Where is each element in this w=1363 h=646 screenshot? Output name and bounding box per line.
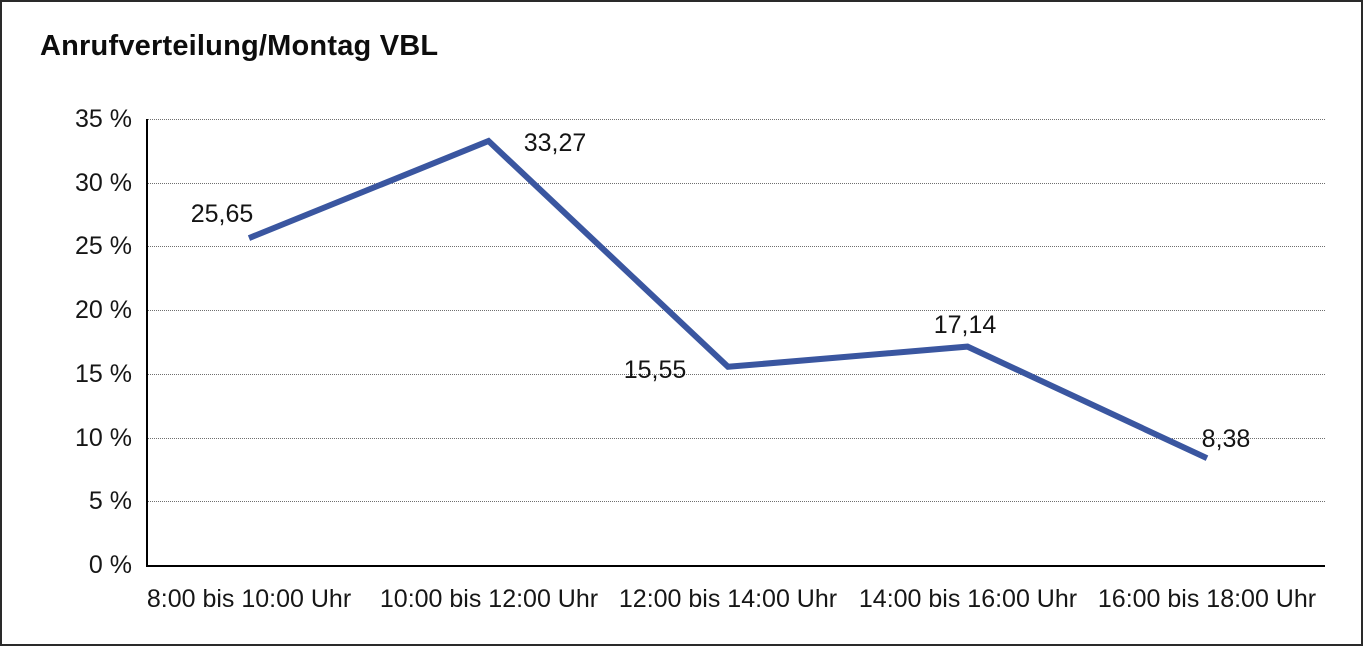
y-tick-label: 5 % [88, 487, 132, 515]
data-label: 25,65 [190, 200, 254, 228]
data-label: 8,38 [1201, 425, 1251, 453]
y-tick-label: 35 % [75, 105, 132, 133]
y-tick-label: 25 % [75, 232, 132, 260]
y-axis-line [146, 119, 148, 567]
gridline [148, 310, 1325, 311]
gridline [148, 246, 1325, 247]
y-tick-label: 0 % [88, 551, 132, 579]
data-label: 33,27 [523, 129, 587, 157]
y-tick-label: 10 % [75, 424, 132, 452]
chart-title: Anrufverteilung/Montag VBL [40, 30, 439, 62]
data-label: 15,55 [623, 356, 687, 384]
gridline [148, 438, 1325, 439]
x-tick-label: 8:00 bis 10:00 Uhr [146, 585, 352, 613]
x-tick-label: 12:00 bis 14:00 Uhr [618, 585, 838, 613]
x-tick-label: 10:00 bis 12:00 Uhr [379, 585, 599, 613]
y-tick-label: 30 % [75, 169, 132, 197]
x-tick-label: 14:00 bis 16:00 Uhr [858, 585, 1078, 613]
gridline [148, 501, 1325, 502]
y-tick-label: 15 % [75, 360, 132, 388]
gridline [148, 374, 1325, 375]
data-line-series [247, 137, 1209, 461]
x-tick-label: 16:00 bis 18:00 Uhr [1097, 585, 1317, 613]
data-label: 17,14 [933, 311, 997, 339]
x-axis-line [146, 565, 1325, 567]
gridline [148, 119, 1325, 120]
gridline [148, 183, 1325, 184]
y-tick-label: 20 % [75, 296, 132, 324]
